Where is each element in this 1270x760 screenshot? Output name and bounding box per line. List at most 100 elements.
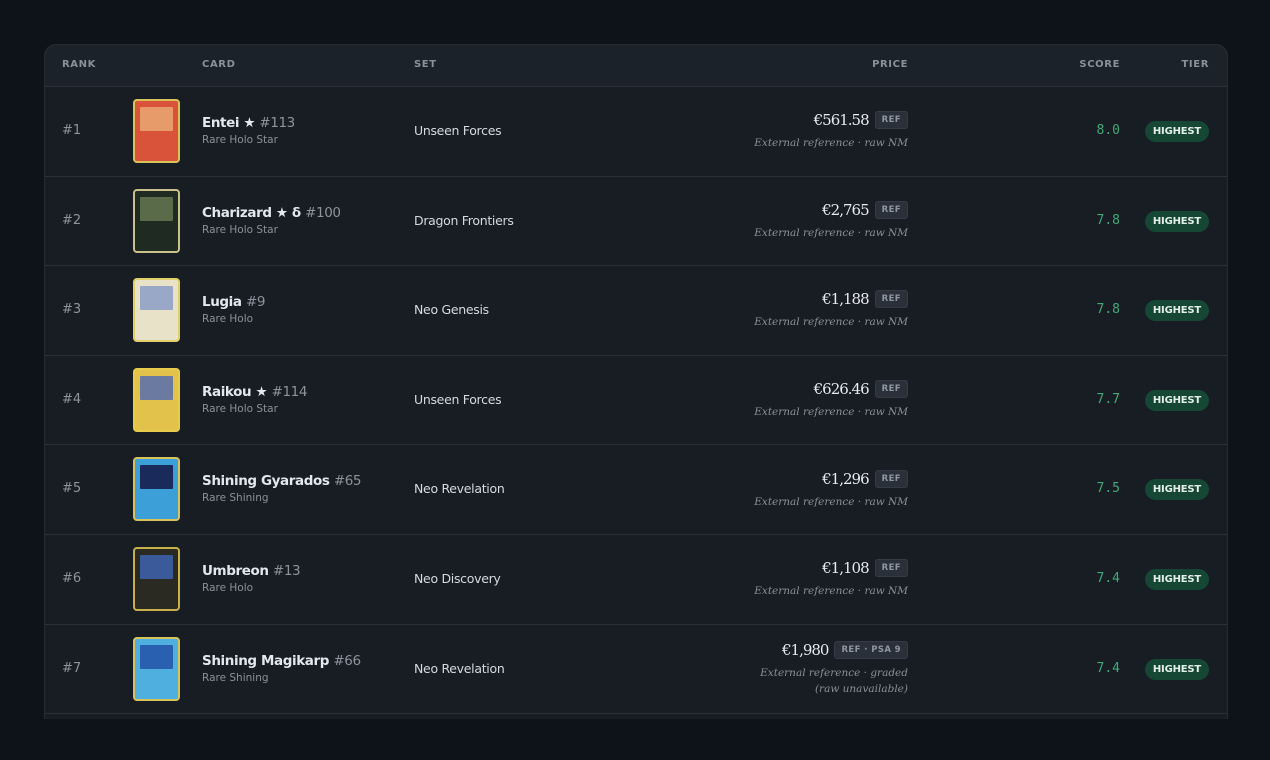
card-name: Raikou ★ #114 bbox=[202, 383, 308, 400]
price-cell: €1,296 REF External reference · raw NM bbox=[754, 445, 908, 534]
tier-badge: HIGHEST bbox=[1144, 300, 1209, 322]
card-image bbox=[133, 367, 180, 432]
card-image bbox=[133, 457, 180, 522]
table-row[interactable]: #1 Entei ★ #113 Rare Holo Star Unseen Force… bbox=[45, 87, 1227, 177]
card-number: #114 bbox=[271, 383, 308, 400]
price-badge: REF bbox=[874, 290, 908, 309]
table: RANK CARD SET PRICE SCORE TIER #1 Entei ★ #113… bbox=[44, 44, 1228, 719]
card-number: #113 bbox=[259, 115, 295, 131]
price-line: €1,188 REF bbox=[822, 290, 908, 309]
table-row[interactable]: #6 Umbreon #13 Rare Holo Neo Discovery €1,10… bbox=[45, 535, 1227, 625]
card-rarity: Rare Holo Star bbox=[202, 134, 278, 146]
column-header[interactable]: SET bbox=[414, 59, 437, 70]
column-header[interactable]: CARD bbox=[202, 59, 236, 70]
price-cell: €1,108 REF External reference · raw NM bbox=[754, 535, 908, 624]
rank: #5 bbox=[62, 481, 82, 497]
score: 7.7 bbox=[1096, 391, 1120, 407]
set-name: Unseen Forces bbox=[414, 391, 502, 407]
card-name: Shining Magikarp #66 bbox=[202, 652, 361, 669]
card-rarity: Rare Holo bbox=[202, 313, 254, 326]
price-note: External reference · graded (raw unavail… bbox=[760, 666, 908, 695]
price-badge: REF bbox=[874, 111, 908, 130]
column-header[interactable]: SCORE bbox=[1079, 59, 1120, 70]
column-header[interactable]: PRICE bbox=[872, 59, 908, 70]
tier-badge: HIGHEST bbox=[1144, 658, 1209, 680]
rank: #6 bbox=[62, 571, 82, 586]
price-line: €1,980 REF · PSA 9 bbox=[781, 640, 908, 659]
set-name: Dragon Frontiers bbox=[414, 212, 514, 228]
card-image bbox=[133, 636, 180, 701]
card-name: Lugia #9 bbox=[202, 294, 266, 311]
card-art bbox=[140, 644, 173, 669]
rank: #2 bbox=[62, 212, 82, 228]
rank: #1 bbox=[62, 123, 82, 138]
card-rarity: Rare Holo Star bbox=[202, 223, 278, 236]
card-art bbox=[140, 375, 173, 400]
price: €561.58 bbox=[813, 111, 870, 130]
rank: #4 bbox=[62, 391, 82, 407]
card-name: Charizard ★ δ #100 bbox=[202, 204, 341, 221]
card-image bbox=[133, 278, 180, 343]
price: €1,188 bbox=[822, 290, 869, 309]
card-art bbox=[140, 286, 173, 311]
tier-badge: HIGHEST bbox=[1144, 389, 1209, 411]
price-cell: €626.46 REF External reference · raw NM bbox=[754, 356, 908, 445]
column-header[interactable]: TIER bbox=[1181, 59, 1209, 70]
price-note: External reference · raw NM bbox=[754, 406, 908, 419]
price-note: External reference · raw NM bbox=[754, 316, 908, 329]
set-name: Neo Genesis bbox=[414, 302, 489, 318]
card-art bbox=[140, 465, 173, 490]
card-art bbox=[140, 196, 173, 221]
price-note: External reference · raw NM bbox=[754, 226, 908, 239]
card-number: #65 bbox=[333, 473, 362, 490]
price: €2,765 bbox=[822, 200, 869, 219]
score: 7.4 bbox=[1096, 571, 1120, 586]
card-rarity: Rare Shining bbox=[202, 492, 269, 505]
column-header[interactable]: RANK bbox=[62, 59, 96, 70]
price-line: €1,296 REF bbox=[822, 469, 908, 488]
price: €1,980 bbox=[781, 640, 829, 659]
card-rarity: Rare Shining bbox=[202, 671, 269, 684]
set-name: Unseen Forces bbox=[414, 123, 502, 138]
card-image bbox=[133, 99, 180, 163]
price-line: €1,108 REF bbox=[822, 559, 908, 578]
set-name: Neo Revelation bbox=[414, 481, 505, 497]
score: 7.8 bbox=[1096, 212, 1120, 228]
score: 8.0 bbox=[1096, 123, 1120, 138]
price: €1,296 bbox=[822, 469, 869, 488]
table-row[interactable]: #2 Charizard ★ δ #100 Rare Holo Star Dragon… bbox=[45, 177, 1227, 267]
price-line: €561.58 REF bbox=[813, 111, 908, 130]
card-image bbox=[133, 547, 180, 611]
score: 7.5 bbox=[1096, 481, 1120, 497]
card-art bbox=[140, 107, 173, 131]
card-number: #13 bbox=[272, 563, 301, 579]
table-row[interactable]: #4 Raikou ★ #114 Rare Holo Star Unseen Forc… bbox=[45, 356, 1227, 446]
card-image bbox=[133, 188, 180, 253]
price-badge: REF bbox=[874, 380, 908, 399]
card-name: Shining Gyarados #65 bbox=[202, 473, 362, 490]
card-rarity: Rare Holo bbox=[202, 582, 254, 594]
card-number: #100 bbox=[305, 204, 341, 221]
set-name: Neo Revelation bbox=[414, 660, 505, 676]
price: €626.46 bbox=[813, 380, 870, 399]
price-cell: €561.58 REF External reference · raw NM bbox=[754, 87, 908, 176]
card-rarity: Rare Holo Star bbox=[202, 402, 278, 415]
price-badge: REF bbox=[874, 469, 908, 488]
rank: #7 bbox=[62, 660, 82, 676]
table-row[interactable]: #7 Shining Magikarp #66 Rare Shining Neo Re… bbox=[45, 625, 1227, 715]
tier-badge: HIGHEST bbox=[1144, 210, 1209, 232]
table-row[interactable]: #3 Lugia #9 Rare Holo Neo Genesis €1,188 REF E… bbox=[45, 266, 1227, 356]
price-note: External reference · raw NM bbox=[754, 585, 908, 598]
price-line: €2,765 REF bbox=[822, 200, 908, 219]
price-badge: REF bbox=[874, 559, 908, 578]
price-line: €626.46 REF bbox=[813, 380, 908, 399]
card-number: #9 bbox=[245, 294, 266, 311]
price: €1,108 bbox=[822, 559, 869, 578]
score: 7.4 bbox=[1096, 660, 1120, 676]
card-name: Umbreon #13 bbox=[202, 563, 301, 579]
price-badge: REF · PSA 9 bbox=[834, 640, 908, 659]
price-cell: €1,980 REF · PSA 9 External reference · gr… bbox=[743, 625, 908, 714]
table-row[interactable]: #5 Shining Gyarados #65 Rare Shining Neo Re… bbox=[45, 445, 1227, 535]
card-name: Entei ★ #113 bbox=[202, 115, 295, 131]
